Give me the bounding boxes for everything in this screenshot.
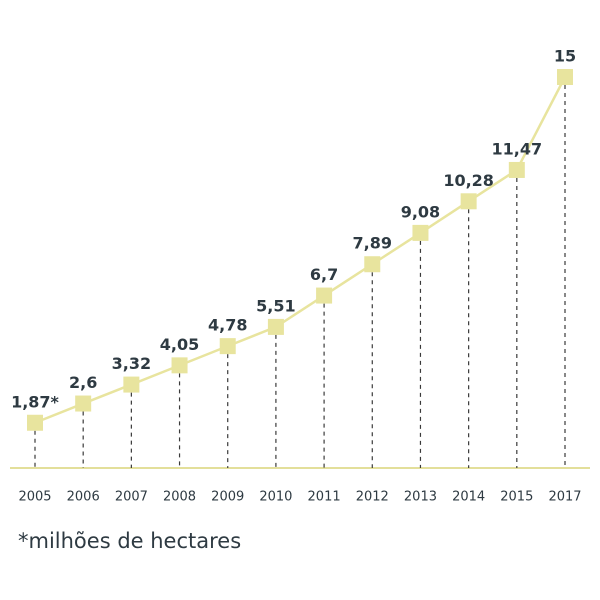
value-label: 4,78 — [208, 316, 247, 335]
footnote: *milhões de hectares — [18, 529, 241, 553]
x-tick-label: 2008 — [163, 490, 196, 505]
value-label: 3,32 — [112, 354, 151, 373]
marker — [508, 161, 525, 178]
marker — [557, 69, 573, 85]
value-label: 4,05 — [160, 335, 199, 354]
marker — [75, 395, 92, 412]
marker — [219, 338, 236, 355]
x-tick-label: 2011 — [308, 490, 341, 505]
marker — [123, 376, 140, 393]
value-label: 7,89 — [353, 234, 392, 253]
marker — [316, 287, 333, 304]
value-label: 9,08 — [401, 202, 440, 221]
value-label: 15 — [554, 47, 576, 66]
marker — [364, 256, 381, 273]
marker — [460, 193, 477, 210]
x-tick-label: 2014 — [452, 490, 485, 505]
marker — [171, 357, 188, 374]
value-label: 1,87* — [11, 392, 59, 411]
x-tick-label: 2007 — [115, 490, 148, 505]
data-line — [34, 76, 567, 424]
x-tick-label: 2015 — [500, 490, 533, 505]
value-label: 5,51 — [256, 296, 295, 315]
value-label: 6,7 — [310, 265, 338, 284]
marker — [267, 318, 284, 335]
x-tick-label: 2012 — [356, 490, 389, 505]
marker — [412, 224, 429, 241]
value-label: 10,28 — [443, 171, 494, 190]
x-tick-label: 2010 — [259, 490, 292, 505]
value-label: 2,6 — [69, 373, 97, 392]
marker — [27, 414, 43, 431]
x-tick-label: 2006 — [67, 490, 100, 505]
x-tick-label: 2017 — [548, 490, 581, 505]
value-label: 11,47 — [492, 139, 543, 158]
x-tick-label: 2013 — [404, 490, 437, 505]
x-tick-label: 2005 — [18, 490, 51, 505]
x-tick-label: 2009 — [211, 490, 244, 505]
